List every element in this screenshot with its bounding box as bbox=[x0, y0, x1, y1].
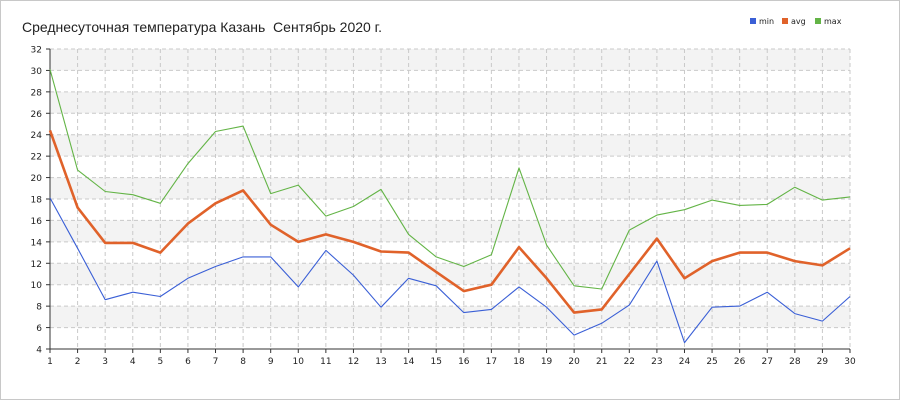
x-tick-label: 15 bbox=[430, 357, 441, 367]
x-tick-label: 7 bbox=[213, 357, 219, 367]
y-tick-label: 8 bbox=[36, 303, 42, 313]
plot-band bbox=[50, 49, 850, 71]
x-tick-label: 25 bbox=[706, 357, 717, 367]
x-tick-label: 21 bbox=[596, 357, 607, 367]
y-tick-label: 4 bbox=[36, 346, 42, 356]
x-tick-label: 13 bbox=[375, 357, 386, 367]
y-tick-label: 26 bbox=[31, 110, 43, 120]
x-tick-label: 12 bbox=[348, 357, 359, 367]
y-tick-label: 6 bbox=[36, 324, 42, 334]
x-tick-label: 2 bbox=[75, 357, 81, 367]
y-tick-label: 22 bbox=[31, 153, 42, 163]
x-tick-label: 23 bbox=[651, 357, 662, 367]
x-tick-label: 27 bbox=[762, 357, 773, 367]
legend-swatch-avg bbox=[782, 18, 788, 24]
x-tick-label: 9 bbox=[268, 357, 274, 367]
legend-label-max: max bbox=[824, 17, 842, 26]
y-tick-label: 20 bbox=[31, 174, 43, 184]
y-tick-label: 12 bbox=[31, 260, 42, 270]
legend-label-min: min bbox=[759, 17, 774, 26]
x-tick-label: 19 bbox=[541, 357, 553, 367]
x-tick-label: 4 bbox=[130, 357, 136, 367]
x-tick-label: 18 bbox=[513, 357, 525, 367]
y-tick-label: 28 bbox=[31, 88, 43, 98]
x-tick-label: 22 bbox=[624, 357, 635, 367]
x-tick-label: 5 bbox=[157, 357, 163, 367]
plot-band bbox=[50, 134, 850, 157]
series-line-avg bbox=[48, 129, 851, 314]
x-tick-label: 16 bbox=[458, 357, 470, 367]
legend-swatch-min bbox=[750, 18, 756, 24]
x-tick-label: 29 bbox=[817, 357, 829, 367]
x-tick-label: 24 bbox=[679, 357, 691, 367]
x-tick-label: 11 bbox=[320, 357, 331, 367]
y-tick-label: 14 bbox=[31, 238, 43, 248]
y-tick-label: 30 bbox=[31, 67, 43, 77]
x-tick-label: 26 bbox=[734, 357, 746, 367]
y-tick-label: 18 bbox=[31, 196, 43, 206]
x-tick-label: 17 bbox=[486, 357, 497, 367]
x-tick-label: 1 bbox=[47, 357, 53, 367]
x-tick-label: 28 bbox=[789, 357, 801, 367]
x-tick-label: 14 bbox=[403, 357, 415, 367]
plot-band bbox=[50, 263, 850, 285]
legend-swatch-max bbox=[815, 18, 821, 24]
x-tick-label: 6 bbox=[185, 357, 191, 367]
x-tick-label: 8 bbox=[240, 357, 246, 367]
y-tick-label: 16 bbox=[31, 217, 43, 227]
y-tick-label: 10 bbox=[31, 281, 43, 291]
plot-band bbox=[50, 220, 850, 242]
x-tick-label: 3 bbox=[102, 357, 108, 367]
chart-title: Среднесуточная температура Казань Сентяб… bbox=[22, 19, 382, 35]
y-tick-label: 32 bbox=[31, 46, 42, 56]
series-line-max bbox=[49, 69, 851, 290]
plot-band bbox=[50, 177, 850, 199]
plot-band bbox=[50, 306, 850, 328]
x-tick-label: 20 bbox=[568, 357, 580, 367]
y-tick-label: 24 bbox=[31, 131, 43, 141]
legend-label-avg: avg bbox=[791, 17, 806, 26]
x-tick-label: 10 bbox=[293, 357, 305, 367]
series-line-min bbox=[49, 197, 851, 344]
x-tick-label: 30 bbox=[844, 357, 856, 367]
plot-band bbox=[50, 91, 850, 114]
